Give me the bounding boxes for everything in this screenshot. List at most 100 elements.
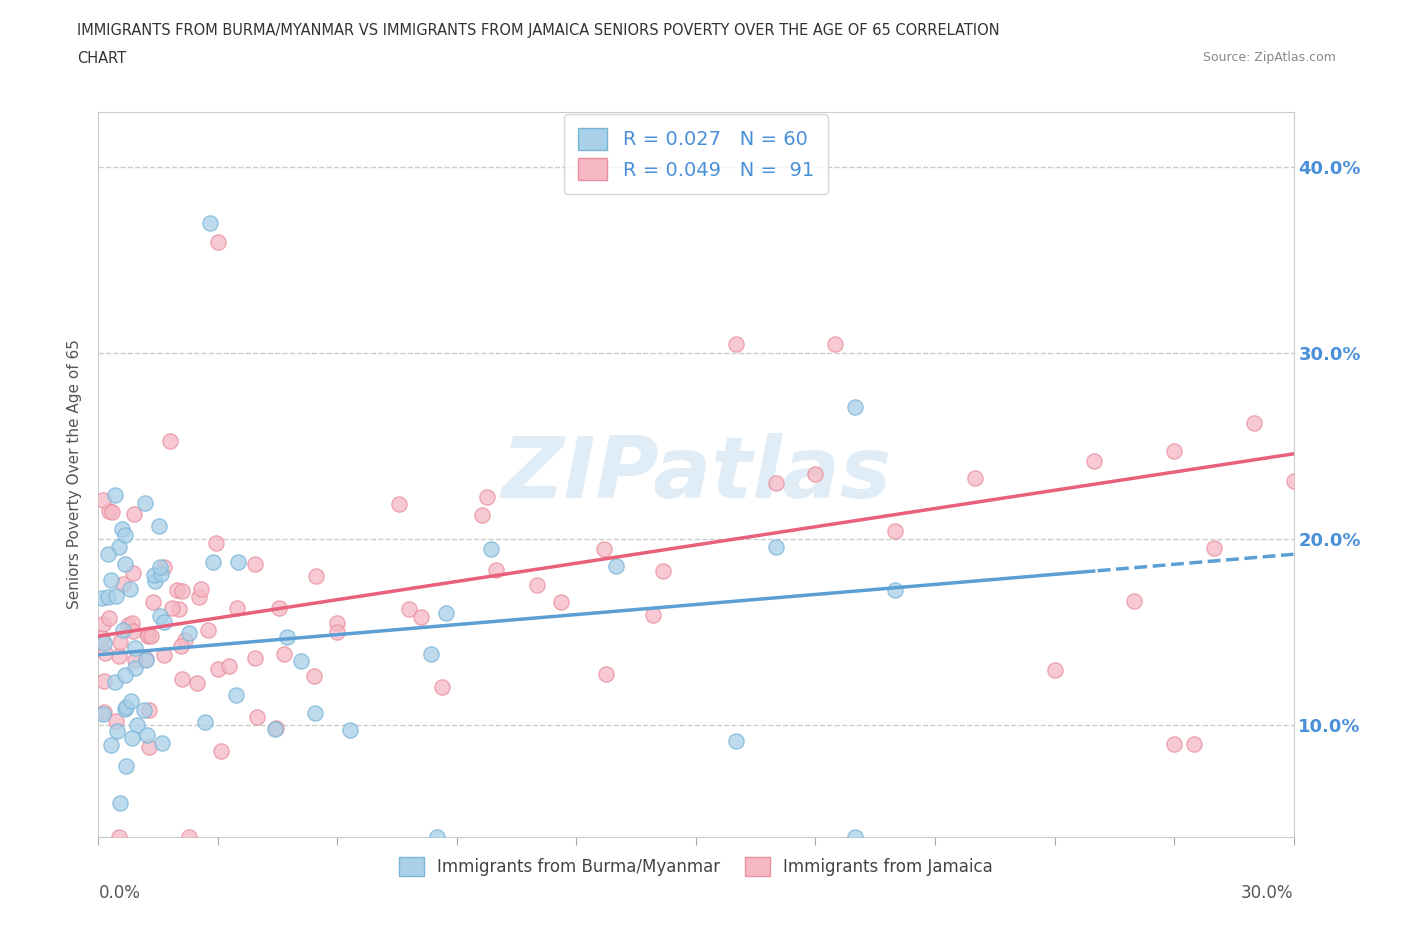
Point xyxy=(204,536,226,551)
Point xyxy=(526,578,548,592)
Point xyxy=(91,631,114,645)
Point xyxy=(136,628,159,643)
Point xyxy=(115,699,138,714)
Point xyxy=(1043,663,1066,678)
Point xyxy=(290,654,312,669)
Point xyxy=(1163,444,1185,458)
Point xyxy=(114,759,136,774)
Point xyxy=(550,594,572,609)
Point xyxy=(118,581,141,596)
Point xyxy=(136,629,159,644)
Point xyxy=(884,582,907,597)
Point xyxy=(145,573,167,588)
Point xyxy=(169,602,191,617)
Point xyxy=(142,567,165,582)
Point xyxy=(824,337,846,352)
Point xyxy=(207,661,229,676)
Point xyxy=(172,583,194,598)
Point xyxy=(122,624,145,639)
Point xyxy=(124,641,146,656)
Point xyxy=(149,566,172,581)
Point xyxy=(194,715,217,730)
Point xyxy=(97,590,120,604)
Point xyxy=(226,601,249,616)
Point xyxy=(105,589,128,604)
Point xyxy=(114,668,136,683)
Point xyxy=(188,590,211,604)
Point xyxy=(101,504,124,519)
Point xyxy=(339,723,361,737)
Point xyxy=(111,623,134,638)
Text: Source: ZipAtlas.com: Source: ZipAtlas.com xyxy=(1202,51,1336,64)
Point xyxy=(120,693,142,708)
Point xyxy=(724,337,747,352)
Point xyxy=(304,706,326,721)
Point xyxy=(121,730,143,745)
Point xyxy=(211,744,233,759)
Point xyxy=(122,565,145,580)
Point xyxy=(159,433,181,448)
Point xyxy=(114,527,136,542)
Point xyxy=(197,622,219,637)
Point xyxy=(142,594,165,609)
Point xyxy=(264,722,287,737)
Point xyxy=(149,609,172,624)
Point xyxy=(166,583,188,598)
Point xyxy=(804,467,827,482)
Point xyxy=(111,577,134,591)
Point xyxy=(198,216,221,231)
Point xyxy=(595,666,617,681)
Text: ZIPatlas: ZIPatlas xyxy=(501,432,891,516)
Point xyxy=(1243,416,1265,431)
Point xyxy=(269,601,291,616)
Point xyxy=(844,830,866,844)
Point xyxy=(844,400,866,415)
Point xyxy=(1083,453,1105,468)
Text: 0.0%: 0.0% xyxy=(98,884,141,901)
Point xyxy=(430,680,453,695)
Point xyxy=(122,507,145,522)
Point xyxy=(117,618,139,633)
Point xyxy=(276,630,298,644)
Point xyxy=(138,739,160,754)
Point xyxy=(593,541,616,556)
Point xyxy=(103,487,125,502)
Point xyxy=(190,582,212,597)
Point xyxy=(97,546,120,561)
Point xyxy=(1202,540,1225,555)
Point xyxy=(105,724,128,738)
Point xyxy=(93,617,115,631)
Point xyxy=(93,493,115,508)
Point xyxy=(245,556,267,571)
Point xyxy=(605,558,627,573)
Point xyxy=(1182,737,1205,751)
Point xyxy=(475,489,498,504)
Point xyxy=(105,713,128,728)
Point xyxy=(153,647,176,662)
Point xyxy=(135,652,157,667)
Point xyxy=(153,615,176,630)
Point xyxy=(305,568,328,583)
Point xyxy=(107,540,129,555)
Point xyxy=(963,471,986,485)
Point xyxy=(91,706,114,721)
Point xyxy=(170,639,193,654)
Point xyxy=(246,710,269,724)
Text: 30.0%: 30.0% xyxy=(1241,884,1294,901)
Point xyxy=(135,728,157,743)
Point xyxy=(485,563,508,578)
Point xyxy=(765,540,787,555)
Point xyxy=(1123,593,1146,608)
Point xyxy=(108,795,131,810)
Point xyxy=(245,651,267,666)
Point xyxy=(884,524,907,538)
Text: IMMIGRANTS FROM BURMA/MYANMAR VS IMMIGRANTS FROM JAMAICA SENIORS POVERTY OVER TH: IMMIGRANTS FROM BURMA/MYANMAR VS IMMIGRA… xyxy=(77,23,1000,38)
Point xyxy=(186,676,208,691)
Point xyxy=(152,736,174,751)
Point xyxy=(471,507,494,522)
Point xyxy=(149,560,172,575)
Point xyxy=(652,564,675,578)
Point xyxy=(228,554,250,569)
Point xyxy=(202,554,225,569)
Point xyxy=(326,625,349,640)
